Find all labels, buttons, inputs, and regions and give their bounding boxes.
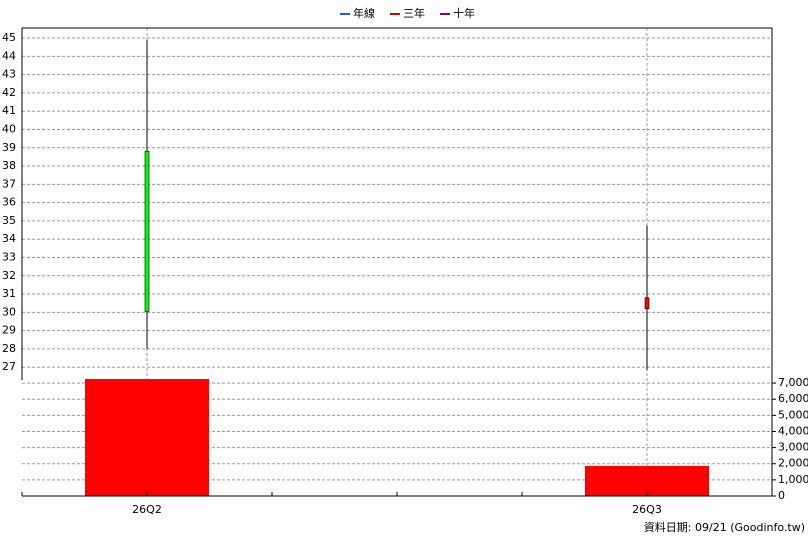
y2-tick-label: 3,000 xyxy=(778,441,808,454)
y2-tick-label: 5,000 xyxy=(778,408,808,421)
x-tick-label: 26Q2 xyxy=(132,503,162,516)
y-tick-label: 32 xyxy=(2,269,16,282)
y2-tick-label: 4,000 xyxy=(778,424,808,437)
y-tick-label: 38 xyxy=(2,159,16,172)
y-tick-label: 27 xyxy=(2,360,16,373)
y2-tick-label: 6,000 xyxy=(778,392,808,405)
y-tick-label: 30 xyxy=(2,305,16,318)
y-tick-label: 42 xyxy=(2,86,16,99)
y-tick-label: 45 xyxy=(2,31,16,44)
candle-body xyxy=(144,151,150,312)
y-tick-label: 35 xyxy=(2,214,16,227)
y-tick-label: 36 xyxy=(2,196,16,209)
y-tick-label: 29 xyxy=(2,324,16,337)
x-tick-label: 26Q3 xyxy=(632,503,662,516)
legend-label: 年線 xyxy=(353,6,375,20)
candle-body xyxy=(644,297,650,309)
y-tick-label: 44 xyxy=(2,49,16,62)
y-tick-label: 41 xyxy=(2,104,16,117)
legend-label: 十年 xyxy=(453,6,475,20)
y-tick-label: 33 xyxy=(2,250,16,263)
y-tick-label: 39 xyxy=(2,141,16,154)
y-tick-label: 34 xyxy=(2,232,16,245)
y-tick-label: 40 xyxy=(2,122,16,135)
y-tick-label: 31 xyxy=(2,287,16,300)
y2-tick-label: 0 xyxy=(778,489,785,502)
marks xyxy=(85,39,709,496)
y2-tick-label: 7,000 xyxy=(778,376,808,389)
y-tick-label: 28 xyxy=(2,342,16,355)
volume-bar xyxy=(585,465,709,496)
y-tick-label: 37 xyxy=(2,177,16,190)
y2-tick-label: 1,000 xyxy=(778,473,808,486)
y-tick-label: 43 xyxy=(2,68,16,81)
source-note: 資料日期: 09/21 (Goodinfo.tw) xyxy=(644,520,805,534)
volume-bar xyxy=(85,379,209,496)
y2-tick-label: 2,000 xyxy=(778,457,808,470)
legend-label: 三年 xyxy=(403,6,425,20)
